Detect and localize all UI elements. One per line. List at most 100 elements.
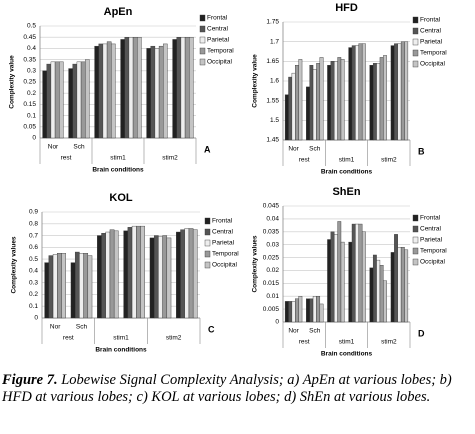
legend-swatch bbox=[412, 225, 419, 233]
bar bbox=[74, 251, 80, 319]
bar bbox=[298, 296, 303, 323]
bar bbox=[111, 43, 116, 139]
y-tick-label: 1.7 bbox=[270, 38, 279, 45]
bar bbox=[80, 61, 86, 139]
legend-swatch bbox=[199, 47, 206, 55]
chart-title: KOL bbox=[109, 192, 133, 204]
bar bbox=[128, 37, 134, 139]
legend-label: Occipital bbox=[212, 262, 237, 269]
bar bbox=[390, 252, 395, 323]
y-tick-label: 0.7 bbox=[29, 232, 38, 239]
legend-swatch bbox=[199, 25, 206, 33]
y-tick-label: 1.45 bbox=[266, 137, 279, 144]
bar bbox=[120, 39, 125, 139]
bar bbox=[54, 61, 60, 139]
group-label: rest bbox=[63, 335, 74, 342]
y-tick-label: 1.5 bbox=[270, 117, 279, 124]
legend-label: Frontal bbox=[420, 215, 441, 222]
group-label: stim2 bbox=[166, 335, 182, 342]
legend-label: Parietal bbox=[207, 37, 230, 44]
bar bbox=[361, 231, 366, 323]
legend-swatch bbox=[412, 49, 419, 57]
bar bbox=[291, 301, 296, 323]
bar bbox=[113, 230, 119, 319]
bar bbox=[400, 41, 405, 141]
bar bbox=[180, 229, 185, 319]
group-label: stim1 bbox=[339, 157, 355, 164]
bar bbox=[319, 303, 324, 323]
bar bbox=[358, 43, 363, 141]
y-tick-label: 0.15 bbox=[23, 101, 36, 108]
bar bbox=[337, 57, 342, 141]
legend-label: Frontal bbox=[207, 15, 228, 22]
legend-label: Occipital bbox=[420, 61, 445, 68]
y-tick-label: 0 bbox=[32, 135, 36, 142]
bar bbox=[76, 61, 82, 139]
bar bbox=[140, 225, 145, 319]
panel-letter: D bbox=[418, 328, 425, 338]
bar bbox=[79, 253, 84, 319]
bar bbox=[57, 253, 62, 319]
bar bbox=[150, 45, 156, 139]
bar bbox=[137, 37, 142, 139]
bar bbox=[42, 70, 47, 139]
legend-label: Parietal bbox=[420, 237, 443, 244]
group-label: rest bbox=[299, 339, 310, 346]
y-tick-label: 0.3 bbox=[29, 279, 38, 286]
bar bbox=[146, 48, 151, 139]
bar bbox=[319, 57, 324, 141]
bar bbox=[136, 225, 141, 319]
bar bbox=[149, 237, 155, 319]
bar bbox=[124, 37, 130, 139]
legend-label: Central bbox=[207, 26, 229, 33]
bar bbox=[166, 237, 172, 319]
bar bbox=[390, 45, 395, 141]
bar bbox=[351, 223, 356, 323]
y-tick-label: 0.5 bbox=[29, 256, 38, 263]
group-label: stim2 bbox=[381, 339, 397, 346]
group-label: stim1 bbox=[339, 339, 355, 346]
y-tick-label: 0.35 bbox=[23, 56, 36, 63]
bar bbox=[327, 239, 332, 323]
panel-letter: C bbox=[208, 324, 215, 334]
y-tick-label: 0.01 bbox=[266, 293, 279, 300]
bar bbox=[348, 241, 353, 323]
legend-swatch bbox=[412, 16, 419, 24]
x-tick-label: Nor bbox=[48, 144, 59, 151]
bar bbox=[394, 43, 398, 141]
y-tick-label: 0.25 bbox=[23, 79, 36, 86]
bar bbox=[291, 72, 296, 141]
bar bbox=[85, 59, 90, 139]
legend-swatch bbox=[204, 239, 211, 247]
y-tick-label: 0.8 bbox=[29, 220, 38, 227]
legend-label: Temporal bbox=[212, 251, 239, 258]
bar bbox=[132, 37, 138, 139]
legend-label: Parietal bbox=[420, 39, 443, 46]
bar bbox=[316, 63, 321, 141]
bar bbox=[372, 63, 377, 141]
bar bbox=[312, 68, 317, 141]
y-tick-label: 1.65 bbox=[266, 58, 279, 65]
bar bbox=[102, 43, 108, 139]
legend-label: Occipital bbox=[207, 59, 232, 66]
group-label: stim1 bbox=[113, 335, 129, 342]
bar bbox=[355, 223, 359, 323]
y-tick-label: 0.9 bbox=[29, 209, 38, 216]
legend-swatch bbox=[199, 14, 206, 22]
bar bbox=[312, 296, 317, 323]
bar bbox=[158, 236, 163, 319]
panel-letter: B bbox=[418, 146, 425, 156]
x-tick-label: Nor bbox=[50, 324, 61, 331]
x-tick-label: Sch bbox=[76, 324, 88, 331]
bar bbox=[44, 262, 50, 319]
bar bbox=[162, 235, 168, 319]
legend-label: Temporal bbox=[420, 248, 447, 255]
bar bbox=[83, 253, 89, 319]
bar bbox=[337, 221, 342, 323]
legend-swatch bbox=[412, 214, 419, 222]
y-tick-label: 1.75 bbox=[266, 19, 279, 26]
caption-label: Figure 7. bbox=[2, 372, 58, 388]
bar bbox=[306, 298, 310, 323]
bar bbox=[309, 298, 314, 323]
bar bbox=[340, 59, 345, 141]
